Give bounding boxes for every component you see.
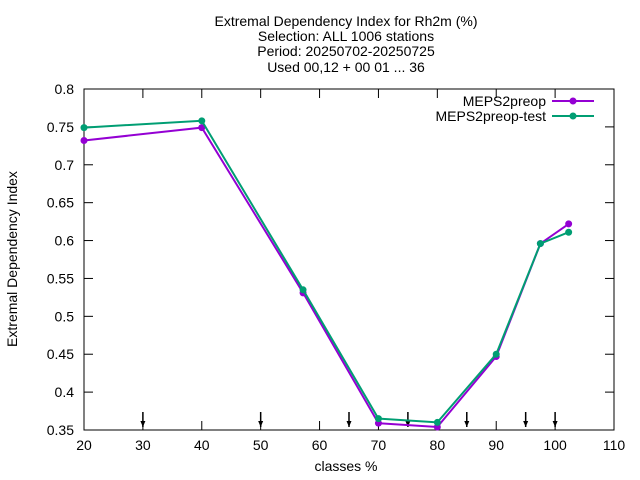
y-tick-label: 0.35 bbox=[47, 422, 74, 438]
title-line-3: Period: 20250702-20250725 bbox=[257, 43, 435, 59]
y-tick-label: 0.45 bbox=[47, 346, 74, 362]
x-tick-label: 60 bbox=[312, 437, 328, 453]
data-point-meps2preop-test bbox=[198, 117, 206, 125]
x-tick-label: 30 bbox=[135, 437, 151, 453]
x-tick-label: 20 bbox=[76, 437, 92, 453]
y-tick-label: 0.8 bbox=[55, 81, 75, 97]
data-point-meps2preop-test bbox=[374, 415, 382, 423]
data-point-meps2preop-test bbox=[299, 286, 307, 294]
chart-title: Extremal Dependency Index for Rh2m (%) S… bbox=[215, 13, 478, 75]
data-point-meps2preop bbox=[565, 220, 573, 228]
class-marker-arrow bbox=[258, 421, 264, 427]
class-markers bbox=[140, 412, 558, 427]
class-marker-arrow bbox=[346, 421, 352, 427]
legend-label-meps2preop-test: MEPS2preop-test bbox=[436, 108, 547, 124]
legend-marker-meps2preop-test bbox=[569, 112, 577, 120]
series-line-meps2preop-test bbox=[83, 119, 570, 424]
x-tick-label: 80 bbox=[430, 437, 446, 453]
data-point-meps2preop-test bbox=[433, 418, 441, 426]
data-point-meps2preop-test bbox=[80, 124, 88, 132]
y-tick-label: 0.65 bbox=[47, 195, 74, 211]
x-tick-label: 110 bbox=[603, 437, 626, 453]
data-point-meps2preop-test bbox=[492, 350, 500, 358]
legend-marker-meps2preop bbox=[569, 97, 577, 105]
class-marker-arrow bbox=[405, 421, 411, 427]
y-tick-label: 0.6 bbox=[55, 233, 75, 249]
series-layer bbox=[80, 117, 573, 431]
y-tick-label: 0.75 bbox=[47, 119, 74, 135]
legend: MEPS2preop MEPS2preop-test bbox=[436, 93, 594, 124]
class-marker-arrow bbox=[140, 421, 146, 427]
title-line-1: Extremal Dependency Index for Rh2m (%) bbox=[215, 13, 478, 29]
title-line-4: Used 00,12 + 00 01 ... 36 bbox=[267, 59, 425, 75]
legend-label-meps2preop: MEPS2preop bbox=[463, 93, 546, 109]
x-axis-label: classes % bbox=[314, 458, 377, 474]
series-line-meps2preop bbox=[83, 126, 570, 429]
class-marker-arrow bbox=[552, 421, 558, 427]
x-axis-ticks: 20 30 40 50 60 70 80 90 100 110 bbox=[76, 89, 625, 453]
y-axis-ticks: 0.35 0.4 0.45 0.5 0.55 0.6 0.65 0.7 0.75 0.8 bbox=[47, 81, 614, 438]
x-tick-label: 50 bbox=[253, 437, 269, 453]
data-point-meps2preop bbox=[198, 124, 206, 132]
data-point-meps2preop-test bbox=[565, 228, 573, 236]
x-tick-label: 40 bbox=[194, 437, 210, 453]
x-tick-label: 90 bbox=[488, 437, 504, 453]
x-tick-label: 70 bbox=[371, 437, 387, 453]
class-marker-arrow bbox=[464, 421, 470, 427]
y-tick-label: 0.5 bbox=[55, 308, 75, 324]
data-point-meps2preop-test bbox=[536, 240, 544, 248]
data-point-meps2preop bbox=[80, 137, 88, 145]
plot-frame bbox=[83, 88, 615, 431]
x-tick-label: 100 bbox=[543, 437, 567, 453]
y-tick-label: 0.4 bbox=[55, 384, 75, 400]
title-line-2: Selection: ALL 1006 stations bbox=[258, 28, 434, 44]
y-tick-label: 0.7 bbox=[55, 157, 75, 173]
class-marker-arrow bbox=[523, 421, 529, 427]
y-axis-label: Extremal Dependency Index bbox=[4, 171, 20, 347]
y-tick-label: 0.55 bbox=[47, 270, 74, 286]
